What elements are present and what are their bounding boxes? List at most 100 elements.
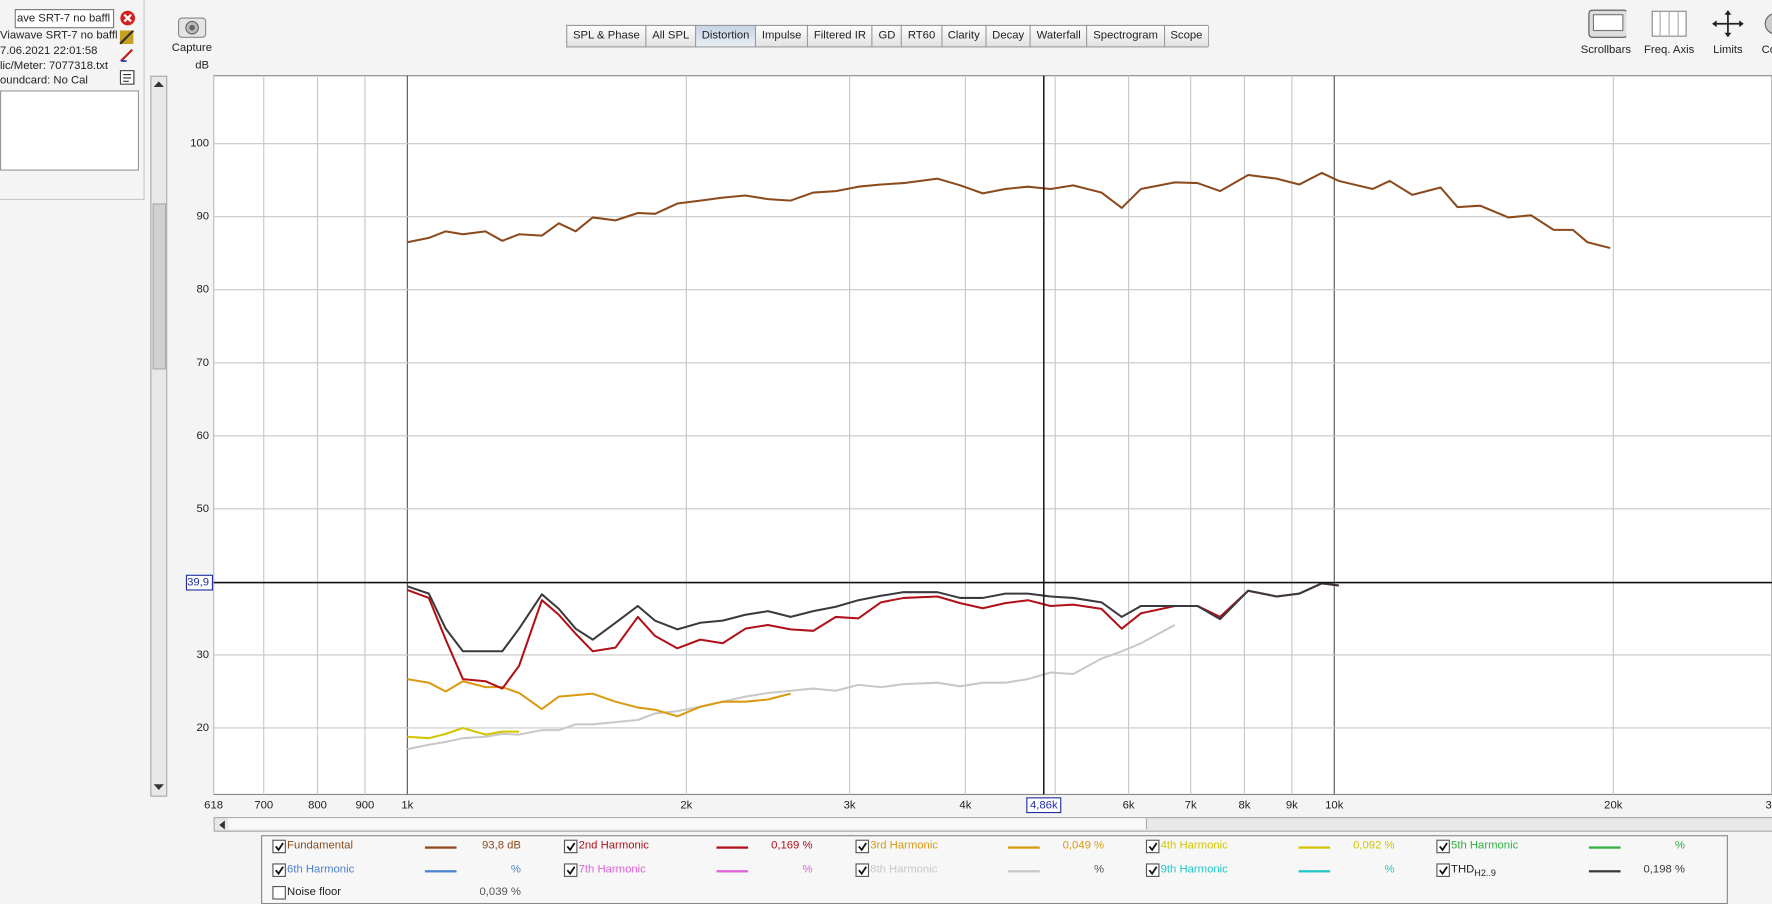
info-line: lic/Meter: 7077318.txt [0,59,109,73]
checkmark [566,865,576,875]
edit-icon[interactable] [120,48,136,63]
legend-swatch [1008,869,1040,872]
measurement-panel: ave SRT-7 no baffl Viawave SRT-7 no baff… [0,0,145,201]
legend-name: Noise floor [287,886,342,899]
legend: Fundamental 93,8 dB 2nd Harmonic 0,169 % 3rd… [261,835,1728,904]
tool-bar: Scrollbars Freq. Axis Limits Con [1576,9,1772,57]
tab-button[interactable]: RT60 [901,24,941,48]
checkmark [858,842,867,852]
tab-button[interactable]: Scope [1163,24,1209,48]
series-line [407,726,520,740]
x-tick-label: 8k [1238,800,1250,812]
tab-button[interactable]: GD [871,24,902,48]
cursor-label-box [1026,797,1062,814]
y-tick-label: 20 [196,722,209,734]
legend-reading: % [510,862,521,876]
tool-button[interactable]: Scrollbars [1576,9,1635,57]
capture-label[interactable]: Capture [171,41,212,55]
remove-button[interactable] [120,10,136,26]
legend-reading: 0,169 % [771,839,813,853]
checkmark [1148,865,1158,875]
legend-name: THDH2..9 [1451,862,1496,878]
checkmark [1439,865,1448,875]
legend-reading: 0,198 % [1643,862,1685,876]
legend-checkbox[interactable] [563,839,578,854]
legend-reading: % [1674,839,1685,853]
tab-button[interactable]: SPL & Phase [566,24,646,48]
x-tick-label: 2k [680,800,692,812]
notes-box[interactable] [0,90,140,171]
legend-name: 4th Harmonic [1160,839,1228,853]
legend-checkbox[interactable] [272,839,286,854]
legend-name: 7th Harmonic [578,862,646,876]
x-tick-label: 1k [401,800,413,812]
legend-name: Fundamental [287,839,354,853]
legend-checkbox[interactable] [1436,839,1450,854]
legend-checkbox[interactable] [563,862,578,877]
legend-checkbox[interactable] [1145,862,1160,877]
tab-button[interactable]: Impulse [755,24,808,48]
tab-button[interactable]: Spectrogram [1086,24,1164,48]
x-tick-label: 800 [308,800,327,812]
legend-swatch [1298,869,1331,872]
x-tick-label: 900 [355,800,374,812]
legend-name: 5th Harmonic [1451,839,1519,853]
x-tick-label: 7k [1185,800,1197,812]
legend-name: 2nd Harmonic [578,839,649,853]
tool-icon [1764,13,1772,34]
legend-checkbox[interactable] [1145,839,1160,854]
tab-button[interactable]: Decay [985,24,1030,48]
tab-button[interactable]: Waterfall [1029,24,1087,48]
plot-area [213,75,1772,796]
y-tick-label: 30 [196,649,209,661]
legend-swatch [1008,846,1040,849]
series-line [406,582,1339,653]
legend-checkbox[interactable] [272,862,286,877]
legend-name: 6th Harmonic [287,862,355,876]
tool-button[interactable]: Limits [1703,9,1753,57]
legend-checkbox[interactable] [855,839,870,854]
x-tick-label: 3k [844,800,856,812]
legend-reading: 93,8 dB [482,839,521,853]
checkmark [1148,842,1158,852]
series-group [406,171,1611,751]
color-icon[interactable] [119,30,136,45]
legend-swatch [716,869,749,872]
legend-name: 8th Harmonic [870,862,938,876]
x-tick-label: 10k [1325,800,1344,812]
legend-checkbox[interactable] [272,886,286,900]
y-tick-label: 50 [196,503,209,515]
tab-button[interactable]: Filtered IR [807,24,872,48]
tool-label: Freq. Axis [1644,44,1695,57]
legend-checkbox[interactable] [1436,862,1450,877]
y-axis-label: dB [195,60,209,72]
legend-swatch [1298,846,1331,849]
checkmark [566,842,576,852]
tab-button[interactable]: Clarity [940,24,986,48]
y-tick-label: 70 [196,357,209,369]
scroll-thumb[interactable] [152,203,167,370]
x-tick-label: 30,0 [1766,800,1772,812]
tool-button[interactable]: Con [1755,9,1772,57]
series-line [407,171,1611,250]
vertical-scrollbar[interactable] [150,75,168,797]
series-line [407,624,1176,751]
capture-icon[interactable] [177,14,207,39]
legend-swatch [424,846,457,849]
tab-button[interactable]: Distortion [694,24,756,48]
x-tick-label: 6k [1123,800,1135,812]
scroll-thumb[interactable] [228,818,1148,830]
legend-name-sub: H2..9 [1474,867,1496,878]
legend-checkbox[interactable] [855,862,870,877]
notes-icon[interactable] [119,70,136,85]
x-tick-label: 9k [1286,800,1298,812]
horizontal-scrollbar[interactable] [213,817,1772,832]
tab-button[interactable]: All SPL [645,24,695,48]
y-tick-label: 100 [190,138,209,150]
cursor-y-label: 39,9 [187,577,209,589]
name-input[interactable]: ave SRT-7 no baffl [14,9,115,29]
tool-button[interactable]: Freq. Axis [1638,9,1701,57]
legend-swatch [1588,846,1621,849]
info-line: oundcard: No Cal [0,74,88,88]
x-tick-label: 700 [254,800,273,812]
